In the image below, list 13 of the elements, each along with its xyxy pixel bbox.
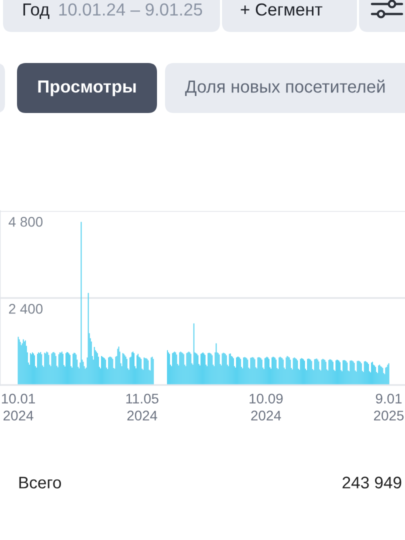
x-tick-label: 10.01 2024 (2, 394, 35, 421)
text: + Сегмент (240, 3, 322, 16)
chart-title: Просмотры (38, 80, 136, 96)
x-tick-label: 11.05 2024 (126, 394, 158, 421)
text: 243 949 (342, 476, 402, 488)
text: Всего (19, 476, 61, 488)
y-tick-label: 2 400 (9, 304, 43, 314)
x-tick-label: 9.01 2025 (374, 394, 404, 421)
text: Год (23, 4, 50, 19)
text: Доля новых посетителей (185, 80, 385, 96)
y-tick-label: 4 800 (8, 216, 43, 227)
text: 10.01.24 – 9.01.25 (59, 3, 202, 16)
x-tick-label: 10.09 2024 (250, 394, 283, 421)
